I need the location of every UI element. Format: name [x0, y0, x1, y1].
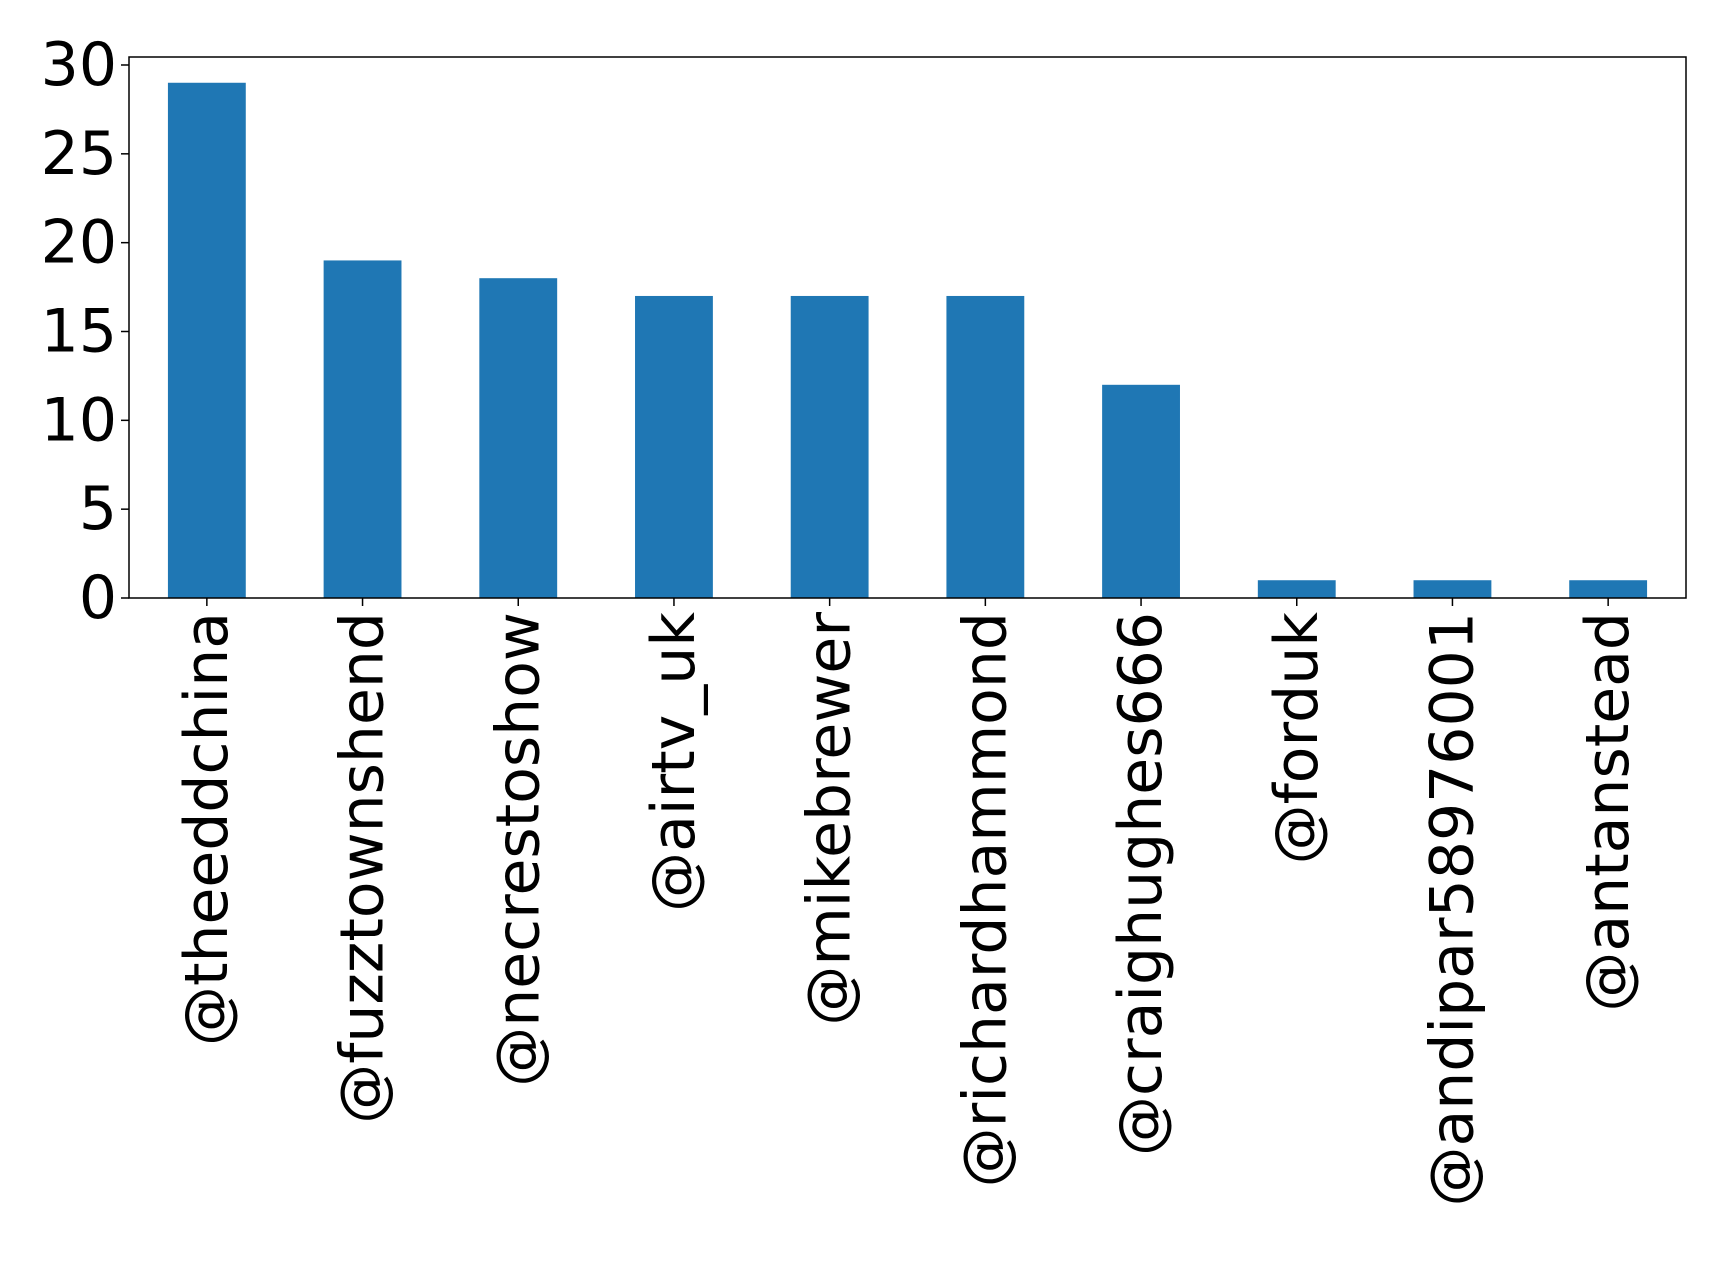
- x-tick-label: @richardhammond: [950, 612, 1020, 1187]
- x-tick-label: @airtv_uk: [639, 612, 709, 912]
- bar-airtvuk: [635, 295, 713, 598]
- bars-group: [167, 82, 1648, 598]
- x-tick-label: @craighughes666: [1106, 612, 1176, 1156]
- bar-mikebrewer: [790, 295, 869, 598]
- y-tick-label: 5: [79, 474, 117, 544]
- y-tick-label: 0: [79, 563, 117, 633]
- x-axis: @theeddchina @fuzztownshend @necrestoshow @…: [172, 598, 1643, 1206]
- bar-antanstead: [1569, 580, 1648, 598]
- y-axis: 0 5 10 15 20 25 30: [41, 30, 129, 633]
- bar-necrestoshow: [479, 278, 558, 598]
- bar-forduk: [1257, 580, 1336, 598]
- x-tick-label: @forduk: [1262, 612, 1332, 865]
- y-tick-label: 20: [41, 208, 117, 278]
- y-tick-label: 25: [41, 119, 117, 189]
- bar-richardhammond: [946, 295, 1025, 598]
- x-tick-label: @fuzztownshend: [328, 612, 398, 1124]
- x-tick-label: @mikebrewer: [795, 612, 865, 1026]
- bar-theeddchina: [167, 82, 246, 598]
- plot-frame: [128, 56, 1687, 599]
- x-tick-label: @theeddchina: [172, 612, 242, 1046]
- bar-craighughes666: [1102, 384, 1180, 598]
- y-tick-label: 30: [41, 30, 117, 100]
- y-tick-label: 15: [41, 296, 117, 366]
- bar-fuzztownshend: [323, 260, 402, 598]
- x-tick-label: @necrestoshow: [483, 612, 553, 1087]
- x-tick-label: @antanstead: [1573, 612, 1643, 1012]
- x-tick-label: @andipar58976001: [1417, 612, 1487, 1206]
- bar-andipar58976001: [1413, 580, 1492, 598]
- y-tick-label: 10: [41, 385, 117, 455]
